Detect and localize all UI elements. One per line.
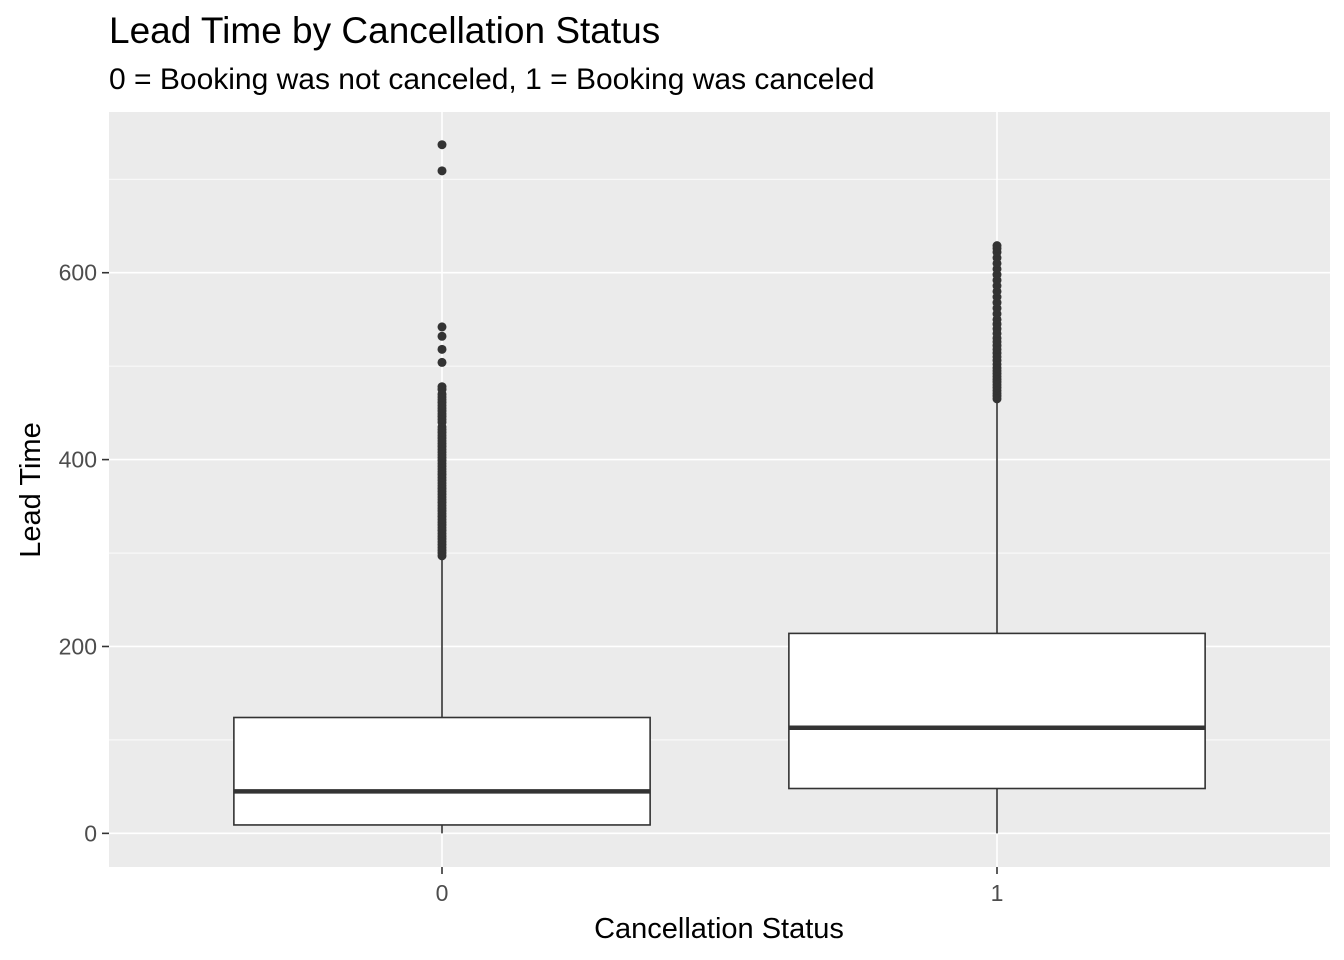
iqr-box bbox=[788, 632, 1206, 790]
chart-subtitle: 0 = Booking was not canceled, 1 = Bookin… bbox=[109, 63, 875, 96]
y-axis: 0 200 400 600 bbox=[59, 260, 109, 846]
outlier-point bbox=[437, 331, 447, 341]
chart-title: Lead Time by Cancellation Status bbox=[109, 10, 661, 51]
outlier-point bbox=[437, 357, 447, 367]
box-0 bbox=[233, 140, 651, 834]
outlier-point bbox=[437, 140, 447, 150]
boxes bbox=[233, 140, 1206, 834]
y-tick-label: 200 bbox=[59, 633, 97, 659]
y-tick-label: 0 bbox=[84, 820, 97, 846]
x-tick-label: 1 bbox=[991, 880, 1004, 906]
y-tick-label: 400 bbox=[59, 447, 97, 473]
outlier-point bbox=[437, 382, 447, 392]
y-tick-label: 600 bbox=[59, 260, 97, 286]
x-tick-label: 0 bbox=[436, 880, 449, 906]
x-axis-title: Cancellation Status bbox=[594, 913, 844, 945]
outlier-point bbox=[437, 322, 447, 332]
box-1 bbox=[788, 241, 1206, 834]
outlier-point bbox=[437, 166, 447, 176]
outlier-point bbox=[437, 344, 447, 354]
iqr-box bbox=[233, 716, 651, 826]
outlier-point bbox=[992, 241, 1002, 251]
y-axis-title: Lead Time bbox=[15, 422, 47, 557]
